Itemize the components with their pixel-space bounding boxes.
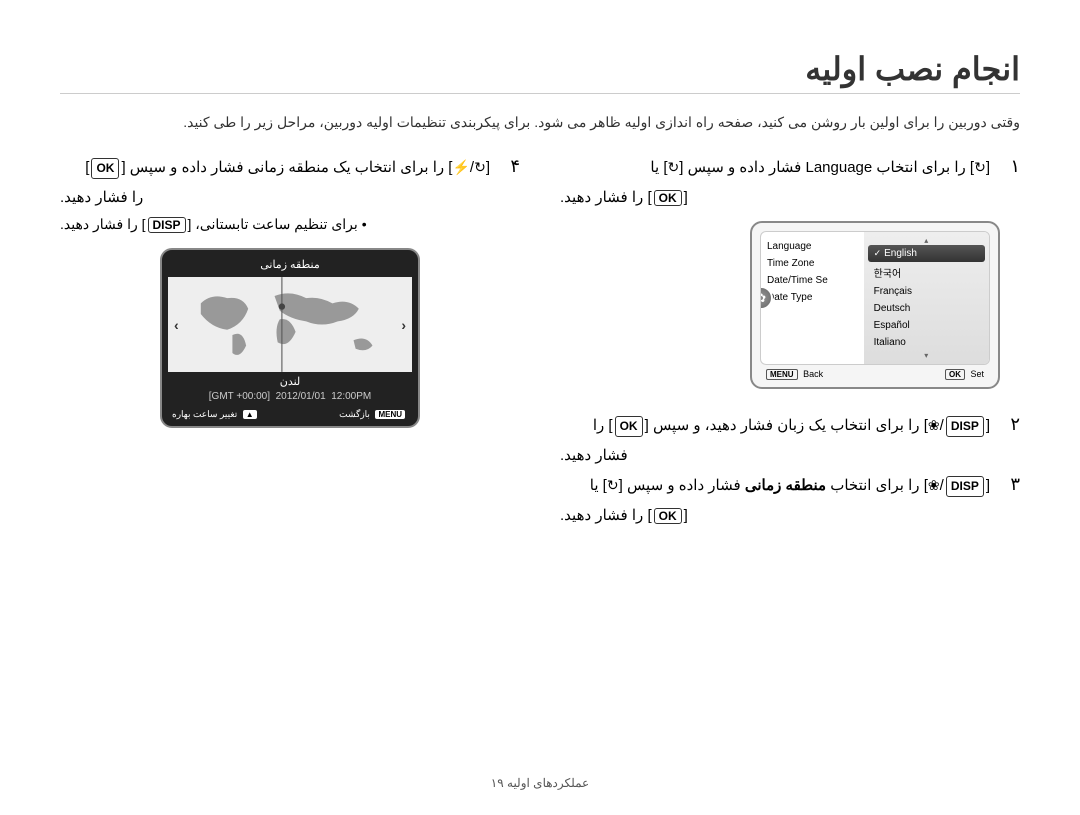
step-4: ۴ [↻/⚡] را برای انتخاب یک منطقه زمانی فش… bbox=[60, 156, 520, 180]
lang-options: ▴ English 한국어 Français Deutsch Español I… bbox=[864, 232, 989, 364]
lang-set-label: Set bbox=[970, 369, 984, 379]
scroll-down-icon[interactable]: ▾ bbox=[868, 351, 985, 360]
tz-right-arrow[interactable]: › bbox=[395, 317, 412, 333]
tz-up-btn[interactable]: ▲ bbox=[243, 410, 257, 419]
tz-info: [GMT +00:00] 2012/01/01 12:00PM bbox=[168, 391, 412, 406]
step-2-a: را برای انتخاب یک زبان فشار دهید، و سپس bbox=[653, 417, 920, 434]
step-1-a: را برای انتخاب Language فشار داده و سپس bbox=[688, 159, 966, 176]
world-map bbox=[185, 277, 396, 372]
step-3-a: را برای انتخاب bbox=[830, 477, 919, 494]
tz-footer-right: ▲ تغییر ساعت بهاره bbox=[172, 409, 260, 420]
flower-icon: ❀ bbox=[928, 414, 940, 436]
step-3-sub: [OK] را فشار دهید. bbox=[560, 506, 990, 524]
lang-opt-english[interactable]: English bbox=[868, 245, 985, 262]
left-column: ۴ [↻/⚡] را برای انتخاب یک منطقه زمانی فش… bbox=[60, 156, 540, 534]
timer-icon: ↻ bbox=[607, 474, 619, 496]
flower-icon: ❀ bbox=[928, 474, 940, 496]
lang-menu-btn[interactable]: MENU bbox=[766, 369, 798, 380]
lang-opt-italiano[interactable]: Italiano bbox=[868, 334, 985, 351]
tz-back-label: بازگشت bbox=[339, 409, 370, 419]
step-2-text: [DISP/❀] را برای انتخاب یک زبان فشار دهی… bbox=[560, 414, 990, 438]
tz-header: منطقه زمانی bbox=[168, 256, 412, 277]
step-4-text: [↻/⚡] را برای انتخاب یک منطقه زمانی فشار… bbox=[60, 156, 490, 180]
ok-key: OK bbox=[615, 416, 643, 437]
step-1: ۱ [↻] را برای انتخاب Language فشار داده … bbox=[560, 156, 1020, 180]
page-footer: عملکردهای اولیه ۱۹ bbox=[0, 776, 1080, 790]
tz-city: لندن bbox=[168, 372, 412, 391]
step-1-sub-text: را فشار دهید. bbox=[560, 189, 643, 206]
timezone-screen: منطقه زمانی ‹ › لندن [GMT +00:00] bbox=[160, 248, 420, 428]
tz-date: 2012/01/01 bbox=[276, 391, 326, 402]
step-4-a: را برای انتخاب یک منطقه زمانی فشار داده … bbox=[130, 159, 444, 176]
step-4-num: ۴ bbox=[502, 156, 520, 177]
intro-text: وقتی دوربین را برای اولین بار روشن می کن… bbox=[60, 114, 1020, 131]
step-3-sub-text: را فشار دهید. bbox=[560, 507, 643, 524]
step-4-bullet-a: برای تنظیم ساعت تابستانی، bbox=[195, 216, 358, 232]
timer-icon: ↻ bbox=[474, 156, 486, 178]
step-1-num: ۱ bbox=[1002, 156, 1020, 177]
step-1-text: [↻] را برای انتخاب Language فشار داده و … bbox=[560, 156, 990, 180]
tz-menu-btn[interactable]: MENU bbox=[375, 410, 405, 419]
menu-item-timezone[interactable]: Time Zone bbox=[765, 255, 860, 272]
menu-item-datetime[interactable]: Date/Time Se bbox=[765, 272, 860, 289]
lang-opt-francais[interactable]: Français bbox=[868, 283, 985, 300]
step-3-bold: منطقه زمانی bbox=[745, 477, 826, 494]
tz-gmt: [GMT +00:00] bbox=[209, 391, 270, 402]
step-4-bullet-b: را فشار دهید. bbox=[60, 216, 138, 232]
ok-key: OK bbox=[654, 508, 682, 524]
step-3: ۳ [DISP/❀] را برای انتخاب منطقه زمانی فش… bbox=[560, 474, 1020, 498]
step-4-sub: را فشار دهید. bbox=[60, 188, 490, 206]
content-columns: ۴ [↻/⚡] را برای انتخاب یک منطقه زمانی فش… bbox=[60, 156, 1020, 534]
lang-footer-left: MENU Back bbox=[766, 369, 823, 379]
lang-back-label: Back bbox=[803, 369, 823, 379]
flash-icon: ⚡ bbox=[452, 156, 469, 178]
step-2-sub: فشار دهید. bbox=[560, 446, 990, 464]
lang-opt-espanol[interactable]: Español bbox=[868, 317, 985, 334]
right-column: ۱ [↻] را برای انتخاب Language فشار داده … bbox=[540, 156, 1020, 534]
page-title: انجام نصب اولیه bbox=[60, 50, 1020, 88]
menu-item-language[interactable]: Language bbox=[765, 238, 860, 255]
tz-map-row: ‹ › bbox=[168, 277, 412, 372]
tz-left-arrow[interactable]: ‹ bbox=[168, 317, 185, 333]
lang-footer: MENU Back OK Set bbox=[760, 365, 990, 379]
step-4-bullet: • برای تنظیم ساعت تابستانی، [DISP] را فش… bbox=[60, 216, 490, 233]
disp-key: DISP bbox=[148, 217, 186, 233]
ok-key: OK bbox=[654, 190, 682, 206]
lang-body: ✿ Language Time Zone Date/Time Se Date T… bbox=[760, 231, 990, 365]
tz-time: 12:00PM bbox=[331, 391, 371, 402]
lang-opt-deutsch[interactable]: Deutsch bbox=[868, 300, 985, 317]
disp-key: DISP bbox=[946, 476, 984, 497]
step-3-num: ۳ bbox=[1002, 474, 1020, 495]
ok-key: OK bbox=[91, 158, 119, 179]
tz-footer-left: MENU بازگشت bbox=[339, 409, 408, 420]
step-2-b: را bbox=[593, 417, 604, 434]
step-2: ۲ [DISP/❀] را برای انتخاب یک زبان فشار د… bbox=[560, 414, 1020, 438]
tz-dst-label: تغییر ساعت بهاره bbox=[172, 409, 237, 419]
lang-menu-left: Language Time Zone Date/Time Se Date Typ… bbox=[761, 232, 864, 364]
menu-item-datetype[interactable]: Date Type bbox=[765, 289, 860, 306]
timer-icon: ↻ bbox=[668, 156, 680, 178]
lang-footer-right: OK Set bbox=[945, 369, 984, 379]
language-screen: ✿ Language Time Zone Date/Time Se Date T… bbox=[750, 221, 1000, 389]
tz-footer: MENU بازگشت ▲ تغییر ساعت بهاره bbox=[168, 406, 412, 420]
lang-opt-korean[interactable]: 한국어 bbox=[868, 262, 985, 283]
step-3-b: فشار داده و سپس bbox=[627, 477, 741, 494]
step-3-c: یا bbox=[590, 477, 599, 494]
title-divider bbox=[60, 93, 1020, 94]
lang-ok-btn[interactable]: OK bbox=[945, 369, 965, 380]
step-1-b: یا bbox=[650, 159, 659, 176]
step-2-num: ۲ bbox=[1002, 414, 1020, 435]
scroll-up-icon[interactable]: ▴ bbox=[868, 236, 985, 245]
step-3-text: [DISP/❀] را برای انتخاب منطقه زمانی فشار… bbox=[560, 474, 990, 498]
disp-key: DISP bbox=[946, 416, 984, 437]
timer-icon: ↻ bbox=[974, 156, 986, 178]
step-1-sub: [OK] را فشار دهید. bbox=[560, 188, 990, 206]
